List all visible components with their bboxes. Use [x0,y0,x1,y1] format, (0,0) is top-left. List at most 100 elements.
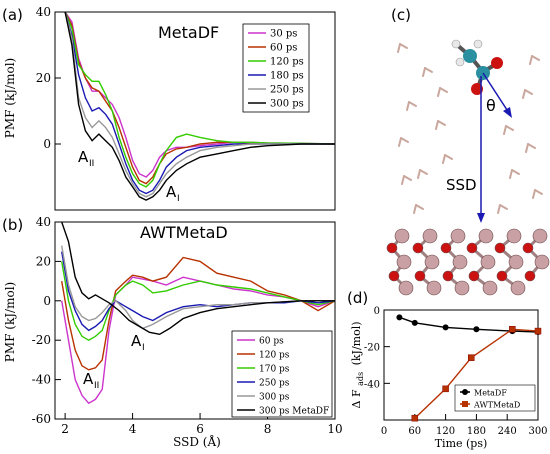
y-tick-label: 0 [374,306,380,317]
water-molecule [424,67,433,73]
water-molecule [511,169,520,175]
panel-b: (b) AWTMetaD PMF (kJ/mol) SSD (Å) -60 -40… [2,215,343,449]
panel-d-label: (d) [347,289,368,307]
water-molecule [397,43,401,53]
water-molecule [439,87,448,93]
surface-metal-atom [508,254,524,270]
panel-d-xlabel: Time (ps) [435,437,488,450]
x-tick-label: 0 [381,426,387,437]
water-molecule [534,189,543,195]
y-tick-label: 40 [36,215,51,229]
water-molecule [401,175,405,185]
surface-oxygen-atom [522,242,534,254]
panel-d-series [396,314,542,422]
series-line [64,12,335,195]
legend-label: 120 ps [259,351,290,361]
water-molecule [422,67,426,77]
y-tick-label: -60 [32,412,51,426]
data-point [396,314,403,321]
surface-metal-atom [398,280,414,296]
y-tick-label: -20 [364,343,380,354]
water-molecule [419,169,428,175]
carbon-atom [463,49,477,63]
y-tick-label: 20 [36,254,51,268]
x-tick-label: 2 [61,422,69,436]
surface-metal-atom [532,228,548,244]
panel-b-annot-ai-sub: I [142,343,145,353]
legend-label: AWTMetaD [473,401,520,410]
panel-b-xticks: 2 4 6 8 10 [61,413,343,436]
panel-b-ylabel: PMF (kJ/mol) [3,282,17,362]
panel-d-ylabel: Δ F ads (kJ/mol) [350,321,366,408]
legend-label: 30 ps [270,29,297,40]
surface-metal-atom [478,228,494,244]
panel-c-label: (c) [391,6,411,24]
panel-a-annot-aii: A II [78,148,94,169]
theta-label: θ [486,96,496,115]
water-molecule [525,143,529,153]
surface-metal-atom [534,254,550,270]
panel-d: (d) Δ F ads (kJ/mol) Time (ps) -40 -20 0 0… [347,289,548,450]
surface-oxygen-atom [386,242,398,254]
panel-b-xlabel: SSD (Å) [173,434,221,449]
y-tick-label: 0 [43,294,51,308]
panel-b-label: (b) [2,216,23,234]
legend-label: 300 ps [259,393,290,403]
legend-label: MetaDF [474,389,507,398]
surface-metal-atom [422,228,438,244]
legend-label: 180 ps [270,71,304,82]
series-line [61,276,335,405]
y-tick-label: 0 [43,137,51,151]
ssd-vector: SSD [446,76,485,223]
data-point [509,326,516,333]
surface-metal-atom [450,228,466,244]
panel-a-label: (a) [2,6,23,24]
water-molecule [522,89,526,99]
water-molecule [400,137,409,143]
legend-label: 250 ps [259,379,290,389]
water-molecule [403,175,412,181]
surface-metal-atom [480,254,496,270]
water-molecule [408,101,417,107]
panel-a-legend-box [242,23,310,113]
x-tick-label: 10 [327,422,342,436]
panel-b-annot-aii-sub: II [94,381,99,391]
theta-vector: θ [482,72,512,118]
data-point [442,385,449,393]
water-molecule [499,204,508,210]
acetate-molecule [451,39,503,95]
legend-label: 300 ps MetaDF [259,407,329,417]
water-molecule [444,154,453,160]
surface-oxygen-atom [442,270,454,282]
panel-a-annot-ai-main: A [166,183,177,201]
panel-b-annot-aii-main: A [83,370,94,388]
panel-a-yticks: 0 20 40 [36,5,61,151]
water-molecule [529,55,533,65]
legend-marker [462,401,468,407]
panel-d-legend: MetaDF AWTMetaD [454,384,536,412]
x-tick-label: 4 [129,422,137,436]
panel-b-series [61,222,335,405]
panel-d-ylabel-unit: (kJ/mol) [350,321,363,365]
water-molecule [532,189,536,199]
surface-metal-atom [510,280,526,296]
series-line [64,12,335,198]
panel-a-annot-ai-sub: I [177,194,180,204]
surface-metal-atom [394,228,410,244]
surface-metal-atom [426,280,442,296]
panel-d-legend-box [454,384,536,412]
water-molecule [503,125,507,135]
panel-a-series [64,12,335,201]
water-molecule [406,101,410,111]
x-tick-label: 6 [196,422,204,436]
panel-d-yticks: -40 -20 0 [364,306,390,390]
legend-label: 120 ps [270,57,304,68]
y-tick-label: -40 [364,379,380,390]
water-molecule [505,125,514,131]
surface-metal-atom [396,254,412,270]
panel-b-title: AWTMetaD [140,223,228,242]
x-tick-label: 60 [408,426,421,437]
data-point [442,324,449,331]
surface-metal-atom [454,280,470,296]
